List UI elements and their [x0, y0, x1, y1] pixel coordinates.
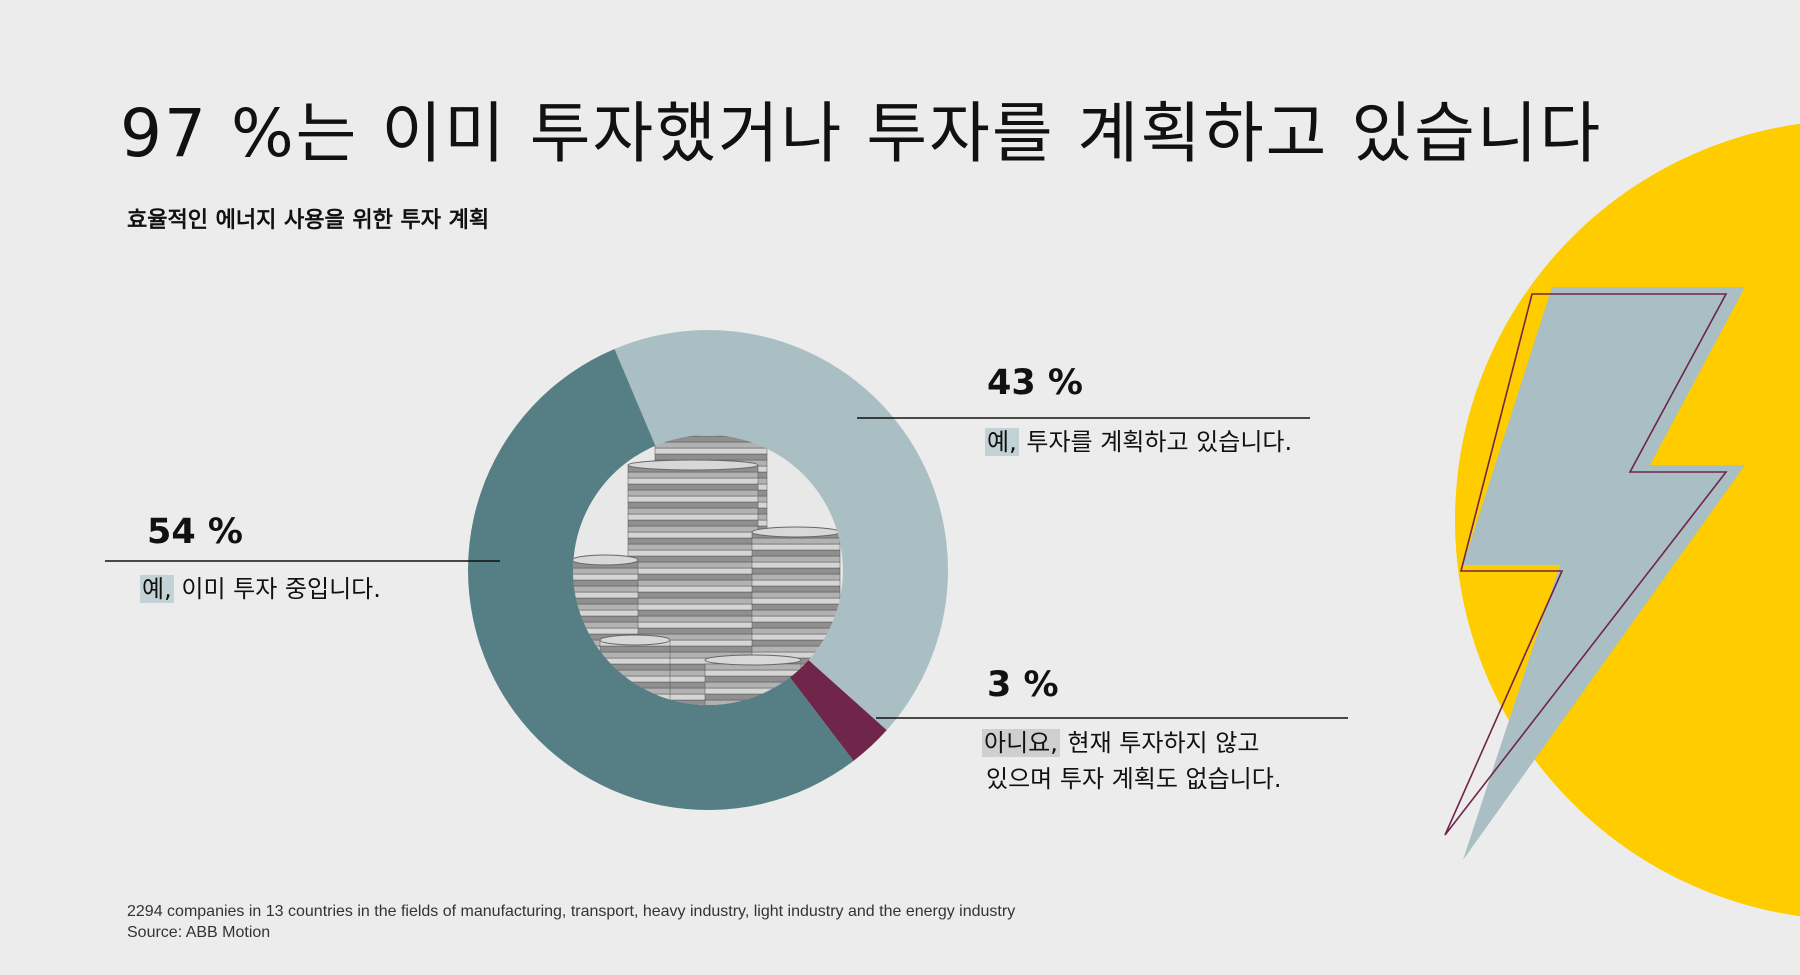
slice-desc-43: 예, 투자를 계획하고 있습니다.	[985, 424, 1292, 460]
coin	[627, 513, 759, 521]
slice-desc-3-text2: 있으며 투자 계획도 없습니다.	[986, 765, 1282, 793]
coin-top	[704, 654, 802, 666]
coin	[654, 453, 768, 461]
coin	[627, 579, 759, 587]
coin	[573, 579, 639, 587]
coin	[573, 609, 639, 617]
coin	[627, 603, 759, 611]
coin	[627, 495, 759, 503]
coin	[627, 537, 759, 545]
coin	[627, 471, 759, 479]
slice-label-54: 54 %	[147, 512, 243, 552]
slice-label-43: 43 %	[987, 363, 1083, 403]
coin	[654, 447, 768, 455]
coin	[627, 585, 759, 593]
coin	[751, 615, 841, 623]
chart-subtitle: 효율적인 에너지 사용을 위한 투자 계획	[127, 208, 490, 233]
coin	[704, 669, 802, 677]
coin	[627, 609, 759, 617]
page-title: 97 %는 이미 투자했거나 투자를 계획하고 있습니다	[120, 95, 1603, 172]
coin	[654, 435, 768, 437]
coin	[627, 621, 759, 629]
coin	[654, 441, 768, 449]
footer-note: 2294 companies in 13 countries in the fi…	[127, 901, 1015, 943]
coin	[751, 591, 841, 599]
coin	[627, 555, 759, 563]
coin	[751, 609, 841, 617]
footer-source: Source: ABB Motion	[127, 924, 271, 941]
coin	[627, 549, 759, 557]
coin	[573, 567, 639, 575]
coin	[751, 537, 841, 545]
coin	[627, 591, 759, 599]
slice-desc-3: 아니요, 현재 투자하지 않고 있으며 투자 계획도 없습니다.	[982, 725, 1281, 797]
coin	[751, 621, 841, 629]
coin	[627, 627, 759, 635]
coin	[627, 573, 759, 581]
donut-slice-3	[773, 642, 887, 761]
slice-desc-54-emph: 예,	[140, 575, 174, 603]
coin	[751, 549, 841, 557]
coin	[751, 585, 841, 593]
donut-slice-43	[614, 330, 948, 731]
coin	[599, 645, 671, 653]
coin	[751, 573, 841, 581]
coin	[573, 597, 639, 605]
coin	[627, 477, 759, 485]
coin	[751, 579, 841, 587]
slice-desc-43-emph: 예,	[985, 428, 1019, 456]
slice-desc-54-text: 이미 투자 중입니다.	[181, 575, 381, 603]
coin	[751, 543, 841, 551]
coin	[627, 507, 759, 515]
donut-chart	[468, 330, 948, 810]
coin	[573, 603, 639, 611]
coin	[751, 627, 841, 635]
coin	[599, 657, 671, 665]
coin	[751, 597, 841, 605]
coin	[627, 561, 759, 569]
coin	[573, 573, 639, 581]
coin-top	[599, 634, 671, 646]
coin	[599, 651, 671, 659]
coin	[627, 501, 759, 509]
coin	[627, 489, 759, 497]
slice-label-3: 3 %	[987, 665, 1059, 705]
coin	[627, 543, 759, 551]
coin-top	[627, 459, 759, 471]
coin-top	[573, 554, 639, 566]
coin	[627, 525, 759, 533]
coin	[751, 603, 841, 611]
coin	[751, 555, 841, 563]
slice-desc-54: 예, 이미 투자 중입니다.	[140, 571, 381, 607]
coin	[627, 519, 759, 527]
coin	[627, 483, 759, 491]
coin-top	[751, 526, 841, 538]
slice-desc-43-text: 투자를 계획하고 있습니다.	[1026, 428, 1293, 456]
footer-line-1: 2294 companies in 13 countries in the fi…	[127, 903, 1016, 920]
slice-desc-3-text: 현재 투자하지 않고	[1067, 729, 1260, 757]
coin	[627, 615, 759, 623]
coin	[751, 561, 841, 569]
coin	[627, 567, 759, 575]
coin	[627, 531, 759, 539]
lightning-bolt-icon	[1444, 287, 1745, 860]
coin	[573, 591, 639, 599]
slice-desc-3-emph: 아니요,	[982, 729, 1060, 757]
coin	[627, 597, 759, 605]
coin	[573, 585, 639, 593]
coin	[751, 567, 841, 575]
